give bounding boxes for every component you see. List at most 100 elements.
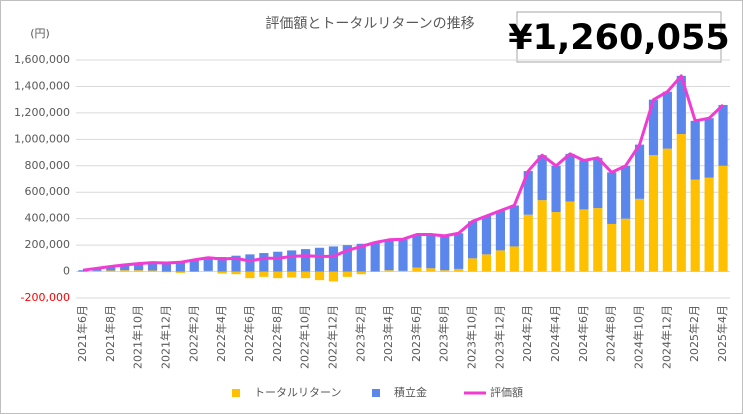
x-tick-label: 2022年10月 (298, 305, 312, 369)
x-tick-label: 2024年12月 (659, 305, 673, 369)
x-tick-label: 2021年8月 (103, 305, 117, 362)
y-tick-label: 400,000 (25, 212, 71, 225)
bar (551, 212, 561, 272)
x-tick-label: 2021年12月 (158, 305, 172, 369)
bar (495, 210, 505, 251)
bar (398, 270, 408, 272)
bar (328, 246, 339, 272)
bar (106, 270, 116, 272)
bar (78, 270, 88, 272)
bar (440, 270, 450, 272)
bar (134, 270, 144, 272)
legend-swatch (372, 389, 380, 397)
bar (704, 118, 714, 178)
x-tick-label: 2024年8月 (604, 305, 618, 362)
bar (412, 267, 422, 272)
bar (440, 235, 450, 271)
bar (161, 271, 172, 273)
x-tick-label: 2022年6月 (242, 305, 256, 362)
bar (523, 171, 533, 215)
x-tick-label: 2024年10月 (632, 305, 646, 369)
x-tick-label: 2024年4月 (548, 305, 562, 362)
bar (481, 216, 492, 255)
x-tick-label: 2024年2月 (520, 305, 534, 362)
x-tick-label: 2023年8月 (437, 305, 451, 362)
bar (287, 271, 297, 278)
bar (426, 268, 436, 272)
bar (523, 214, 533, 272)
x-tick-label: 2022年4月 (214, 305, 228, 362)
y-tick-label: 200,000 (25, 238, 71, 251)
bar (495, 250, 505, 272)
y-tick-label: 1,200,000 (14, 106, 70, 119)
x-tick-label: 2024年6月 (576, 305, 590, 362)
bar (106, 266, 116, 271)
bar (245, 271, 255, 279)
y-tick-label: 800,000 (25, 159, 71, 172)
bar (301, 271, 311, 279)
bar (565, 153, 575, 202)
bar (342, 271, 352, 277)
bar (690, 120, 700, 180)
y-tick-label: -200,000 (21, 291, 70, 304)
legend-label: 評価額 (490, 385, 523, 399)
bar (662, 91, 672, 149)
bar (621, 165, 631, 219)
bar (398, 239, 408, 271)
bar (356, 243, 366, 272)
bar (648, 99, 659, 156)
bar (426, 234, 436, 269)
y-axis-label: (円) (30, 27, 50, 40)
bar (593, 157, 603, 209)
bar (662, 148, 672, 272)
bar (509, 246, 519, 272)
bar (147, 262, 158, 271)
bar (481, 254, 492, 272)
line (82, 74, 725, 272)
bar (161, 262, 172, 272)
bar (537, 200, 547, 272)
legend-label: 積立金 (394, 385, 427, 399)
bar (454, 233, 464, 269)
x-tick-label: 2023年12月 (492, 305, 506, 369)
bar (203, 270, 213, 272)
x-tick-label: 2025年4月 (715, 305, 729, 362)
bar (384, 239, 394, 271)
bar (92, 270, 102, 272)
bar (607, 172, 617, 224)
x-tick-label: 2022年8月 (270, 305, 284, 362)
bar (718, 165, 728, 272)
bar (621, 218, 631, 272)
bar (537, 155, 547, 201)
bar (328, 271, 339, 282)
bar (370, 242, 380, 272)
bar (579, 209, 589, 272)
bar (634, 198, 645, 272)
bar (314, 247, 325, 272)
bar (454, 268, 464, 272)
bar (690, 179, 700, 272)
bar (120, 264, 130, 271)
chart-title: 評価額とトータルリターンの推移 (265, 16, 474, 32)
bar (134, 263, 144, 271)
bar (259, 253, 269, 272)
headline: ¥1,260,055 (508, 18, 729, 58)
bar (593, 208, 603, 272)
headline-box (516, 11, 722, 63)
y-tick-label: 1,600,000 (14, 53, 70, 66)
y-tick-label: 600,000 (25, 185, 71, 198)
bar (314, 271, 325, 281)
bar (273, 251, 283, 272)
y-tick-label: 1,000,000 (14, 132, 70, 145)
bar (579, 160, 589, 210)
bar (342, 245, 352, 272)
bar (509, 205, 519, 247)
bar (301, 249, 311, 272)
bar (607, 223, 617, 272)
x-tick-label: 2023年2月 (353, 305, 367, 362)
bar (147, 270, 158, 272)
bar (120, 270, 130, 272)
